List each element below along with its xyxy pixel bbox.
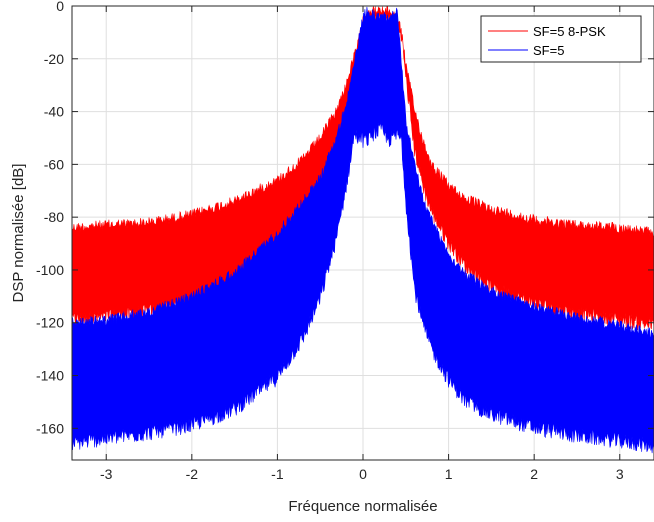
y-tick-label: -160 [36, 420, 64, 436]
x-tick-label: -2 [186, 466, 199, 482]
x-tick-label: 1 [445, 466, 453, 482]
x-tick-label: -3 [100, 466, 113, 482]
legend-box [480, 15, 642, 63]
y-tick-label: -80 [44, 209, 64, 225]
y-tick-label: -20 [44, 51, 64, 67]
x-axis-label: Fréquence normalisée [288, 498, 437, 515]
y-axis-label: DSP normalisée [dB] [10, 164, 27, 303]
x-tick-label: 3 [616, 466, 624, 482]
series-sf5-band [71, 6, 654, 454]
x-tick-label: 2 [530, 466, 538, 482]
legend: SF=5 8-PSK SF=5 [480, 15, 642, 63]
y-tick-label: -40 [44, 104, 64, 120]
y-tick-label: -60 [44, 156, 64, 172]
y-tick-label: -100 [36, 262, 64, 278]
ticks: -3 -2 -1 0 1 2 3 0 -20 -40 -60 -80 -100 -120 -140 -160 [36, 0, 654, 482]
x-tick-label: 0 [359, 466, 367, 482]
legend-entry-sf5: SF=5 [533, 43, 564, 58]
series-layer [71, 5, 654, 454]
y-tick-label: 0 [56, 0, 64, 14]
y-tick-label: -120 [36, 315, 64, 331]
legend-entry-sf5-8psk: SF=5 8-PSK [533, 24, 606, 39]
x-tick-label: -1 [271, 466, 284, 482]
y-tick-label: -140 [36, 368, 64, 384]
